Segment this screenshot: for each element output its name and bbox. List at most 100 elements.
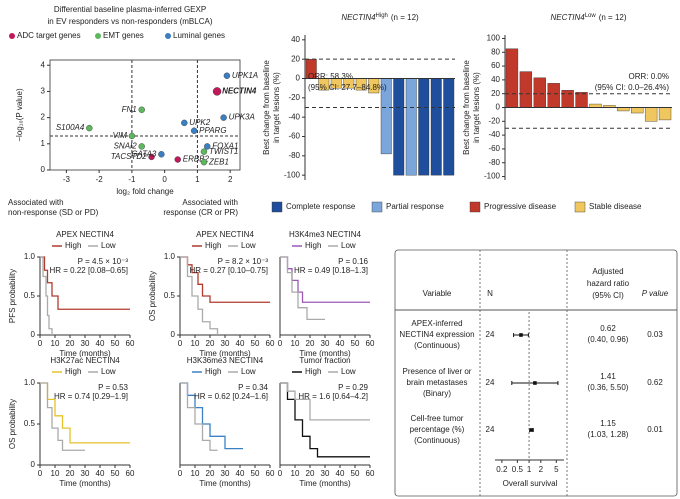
x-axis-label: log₂ fold change bbox=[116, 187, 174, 196]
y-tick-label: -20 bbox=[488, 116, 500, 125]
x-tick-label: 50 bbox=[351, 469, 360, 478]
x-axis-label: Time (months) bbox=[299, 349, 351, 358]
bar bbox=[443, 78, 455, 176]
row-ci: (0.40, 0.96) bbox=[588, 335, 629, 344]
y-tick-label: 60 bbox=[491, 61, 500, 70]
x-axis-label: Time (months) bbox=[299, 479, 351, 488]
x-tick-label: 0 bbox=[278, 469, 283, 478]
point-label: ZEB1 bbox=[208, 157, 229, 166]
x-tick-label: 0 bbox=[178, 469, 183, 478]
legend-swatch bbox=[95, 33, 101, 39]
stat-text: P = 8.2 × 10⁻³ bbox=[218, 257, 269, 266]
x-tick-label: 30 bbox=[321, 469, 330, 478]
point-label: PPARG bbox=[199, 126, 226, 135]
x-tick-label: 60 bbox=[126, 339, 135, 348]
point bbox=[212, 87, 222, 96]
y-tick-label: 0 bbox=[296, 74, 301, 83]
point bbox=[138, 106, 145, 113]
x-tick-label: 40 bbox=[96, 339, 105, 348]
row-p: 0.03 bbox=[647, 330, 663, 339]
y-tick-label: 20 bbox=[491, 89, 500, 98]
x-tick-label: 0 bbox=[38, 469, 43, 478]
legend-label: Low bbox=[341, 367, 356, 376]
legend-label: ADC target genes bbox=[17, 31, 81, 40]
bar bbox=[658, 107, 672, 121]
legend-label: Low bbox=[341, 241, 356, 250]
x-tick-label: 20 bbox=[206, 469, 215, 478]
y-axis-label: OS probability bbox=[8, 399, 17, 449]
x-tick-label: 20 bbox=[66, 339, 75, 348]
y-tick-label: -60 bbox=[488, 144, 500, 153]
x-tick-label: 1 bbox=[527, 465, 532, 474]
legend-label: High bbox=[65, 241, 81, 250]
legend-label: Luminal genes bbox=[173, 31, 225, 40]
y-tick-label: 0.5 bbox=[24, 291, 36, 300]
x-tick-label: 40 bbox=[336, 339, 345, 348]
point-label: SNAI2 bbox=[114, 142, 138, 151]
header: (95% CI) bbox=[592, 291, 624, 300]
km-curve bbox=[280, 256, 325, 321]
y-tick-label: 0 bbox=[496, 103, 501, 112]
chart-title: H3K4me3 NECTIN4 bbox=[289, 230, 362, 239]
y-axis-label: OS probability bbox=[148, 271, 157, 321]
point-label: S100A4 bbox=[56, 123, 85, 132]
row-variable: (Continuous) bbox=[414, 341, 460, 350]
y-tick-label: 3 bbox=[41, 87, 46, 96]
point bbox=[174, 156, 181, 163]
x-axis-label: Time (months) bbox=[199, 479, 251, 488]
x-tick-label: 60 bbox=[126, 469, 135, 478]
point bbox=[86, 124, 93, 132]
point-label: TACSTD2 bbox=[111, 152, 147, 161]
annotation: (95% CI: 27.7–84.8%) bbox=[308, 83, 387, 92]
legend-label: Low bbox=[101, 367, 116, 376]
point-label: UPK3A bbox=[229, 113, 255, 122]
x-tick-label: 10 bbox=[291, 469, 300, 478]
bar bbox=[631, 107, 644, 114]
y-tick-label: -40 bbox=[488, 130, 500, 139]
stat-text: P = 0.53 bbox=[98, 383, 128, 392]
annotation: response (CR or PR) bbox=[163, 208, 238, 217]
title-gene: NECTIN4 bbox=[550, 13, 585, 22]
x-tick-label: -3 bbox=[63, 175, 71, 184]
point bbox=[138, 143, 145, 150]
chart-title: in EV responders vs non-responders (mBLC… bbox=[48, 17, 213, 26]
row-p: 0.62 bbox=[647, 378, 663, 387]
x-tick-label: 30 bbox=[321, 339, 330, 348]
x-tick-label: 10 bbox=[191, 339, 200, 348]
title-gene: NECTIN4 bbox=[341, 13, 376, 22]
row-variable: Presence of liver or bbox=[403, 367, 472, 376]
legend-label: High bbox=[205, 241, 221, 250]
stat-text: P = 0.34 bbox=[238, 383, 268, 392]
title-n: (n = 12) bbox=[599, 13, 627, 22]
km-curve bbox=[280, 382, 370, 458]
annotation: Associated with bbox=[182, 198, 238, 207]
y-tick-label: 0.5 bbox=[24, 419, 36, 428]
bar bbox=[505, 48, 519, 108]
legend-label: Low bbox=[241, 367, 256, 376]
km-curve bbox=[180, 382, 218, 451]
x-tick-label: 0.5 bbox=[512, 465, 524, 474]
y-tick-label: 1.0 bbox=[24, 252, 36, 261]
row-n: 24 bbox=[486, 378, 495, 387]
row-ci: (1.03, 1.28) bbox=[588, 430, 629, 439]
legend-label: High bbox=[65, 367, 81, 376]
y-axis-label: in target lesions (%) bbox=[472, 72, 481, 143]
legend-label: Stable disease bbox=[589, 202, 642, 211]
x-tick-label: -2 bbox=[96, 175, 104, 184]
point-label: VIM bbox=[113, 131, 128, 140]
legend-swatch bbox=[165, 33, 171, 39]
bar bbox=[547, 83, 560, 108]
x-tick-label: 40 bbox=[236, 469, 245, 478]
x-tick-label: 40 bbox=[236, 339, 245, 348]
x-tick-label: 0 bbox=[38, 339, 43, 348]
x-tick-label: 60 bbox=[266, 469, 275, 478]
point bbox=[200, 148, 208, 155]
chart-title: NECTIN4High (n = 12) bbox=[341, 13, 419, 23]
title-n: (n = 12) bbox=[391, 13, 419, 22]
y-tick-label: 1.0 bbox=[164, 252, 176, 261]
y-axis-label: in target lesions (%) bbox=[272, 72, 281, 143]
point bbox=[128, 132, 136, 140]
y-tick-label: -20 bbox=[288, 93, 300, 102]
x-axis-label: Time (months) bbox=[59, 349, 111, 358]
x-tick-label: 30 bbox=[81, 339, 90, 348]
